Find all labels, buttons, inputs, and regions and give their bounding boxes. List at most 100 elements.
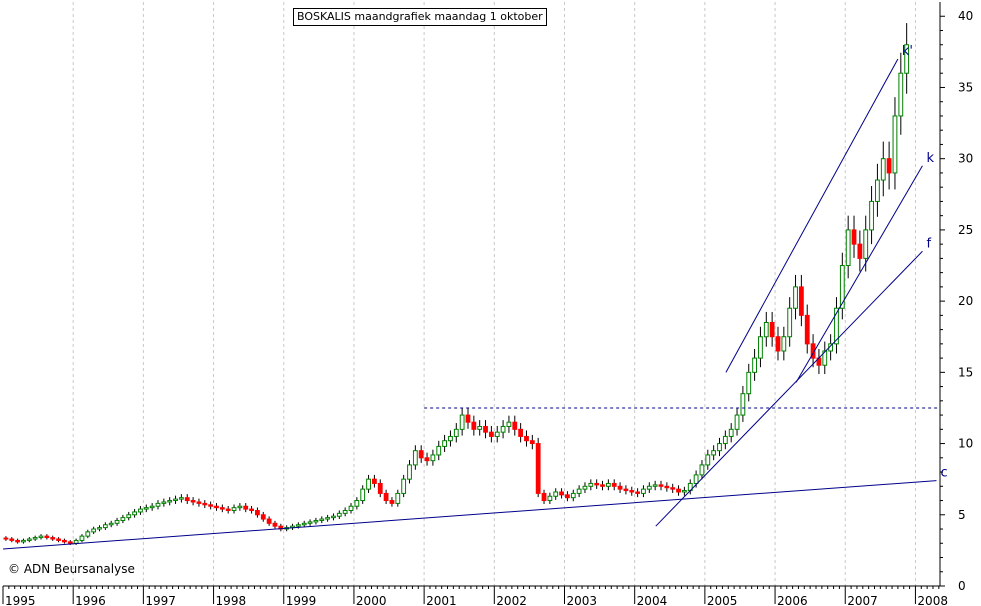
candle-down (635, 491, 641, 494)
x-tick-label: 2008 (917, 594, 948, 606)
trendline-label: c (940, 466, 947, 481)
candle-up (904, 44, 910, 74)
candle-up (407, 464, 412, 480)
candle-up (898, 72, 904, 117)
candle-up (477, 425, 483, 430)
candle-up (576, 488, 582, 494)
candle-up (763, 321, 769, 338)
candle-up (301, 522, 307, 526)
candle-up (845, 229, 851, 267)
candle-down (658, 484, 664, 487)
candle-down (886, 158, 892, 174)
candle-up (793, 286, 798, 309)
candle-up (85, 531, 91, 537)
candle-down (541, 492, 547, 502)
candle-up (360, 488, 366, 502)
candle-up (120, 517, 126, 521)
trendline-label: k' (902, 44, 913, 59)
candle-up (149, 505, 155, 509)
candle-down (471, 421, 477, 430)
candle-down (243, 505, 249, 510)
candle-up (143, 507, 149, 510)
y-tick-label: 40 (958, 9, 973, 23)
copyright-notice: © ADN Beursanalyse (8, 562, 135, 576)
y-tick-label: 30 (958, 152, 973, 166)
candle-down (483, 425, 488, 433)
candle-up (728, 428, 734, 437)
candle-up (313, 519, 319, 523)
candle-up (553, 491, 559, 497)
candle-up (705, 454, 711, 466)
candle-up (494, 431, 500, 437)
candle-down (184, 497, 190, 502)
candle-down (389, 500, 395, 504)
candle-up (588, 482, 594, 487)
trendline (725, 58, 899, 373)
candle-down (383, 492, 389, 502)
candle-up (717, 443, 722, 452)
candle-down (623, 488, 629, 492)
candle-down (202, 502, 208, 506)
candle-up (126, 514, 132, 519)
candle-up (746, 371, 752, 395)
candle-down (255, 510, 260, 516)
candle-up (448, 435, 453, 442)
candle-up (605, 482, 611, 487)
candle-up (459, 414, 465, 430)
candle-down (56, 538, 61, 541)
trendline-label: f (926, 236, 931, 251)
y-tick-label: 15 (958, 365, 973, 379)
x-tick-label: 2005 (707, 594, 738, 606)
candle-down (3, 537, 9, 540)
candle-up (781, 336, 787, 352)
candle-up (395, 492, 401, 504)
candle-up (336, 512, 342, 517)
candle-down (418, 450, 424, 459)
candle-up (307, 521, 313, 524)
candle-down (62, 539, 67, 543)
candle-down (50, 537, 56, 540)
candle-down (851, 229, 857, 245)
candle-down (208, 504, 214, 507)
candle-down (559, 491, 564, 496)
candle-up (138, 508, 143, 513)
candle-up (682, 490, 687, 493)
candle-down (424, 457, 430, 462)
x-tick-label: 2004 (637, 594, 668, 606)
candle-down (372, 478, 377, 484)
candle-up (97, 527, 102, 530)
candle-up (79, 535, 85, 541)
x-tick-label: 2002 (496, 594, 527, 606)
candle-down (272, 522, 278, 527)
y-tick-label: 10 (958, 437, 973, 451)
candle-down (518, 428, 524, 437)
x-tick-label: 1995 (5, 594, 36, 606)
candle-up (237, 505, 243, 509)
candle-up (436, 445, 442, 456)
candle-up (114, 519, 120, 524)
candle-up (73, 539, 79, 544)
candle-up (430, 454, 436, 462)
candle-up (91, 528, 97, 533)
candle-up (734, 414, 740, 430)
candle-down (225, 508, 231, 512)
candle-up (839, 265, 845, 309)
y-tick-label: 20 (958, 294, 973, 308)
candle-up (348, 505, 354, 512)
candle-up (319, 518, 325, 521)
candle-up (167, 500, 173, 503)
candle-up (161, 501, 167, 504)
y-tick-label: 0 (958, 579, 966, 593)
candle-up (822, 350, 828, 366)
candle-up (32, 537, 38, 540)
candle-up (787, 307, 793, 338)
candle-down (266, 518, 272, 524)
candle-up (412, 450, 418, 466)
candle-down (488, 431, 494, 437)
candle-down (775, 336, 781, 352)
candle-up (331, 515, 336, 519)
candle-down (529, 440, 535, 445)
candle-down (535, 443, 541, 494)
candle-down (67, 541, 73, 544)
candle-up (752, 357, 757, 373)
